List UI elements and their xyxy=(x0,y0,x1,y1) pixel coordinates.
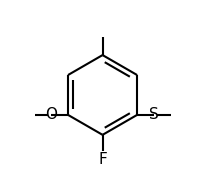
Text: S: S xyxy=(149,107,159,122)
Text: O: O xyxy=(45,107,57,122)
Text: F: F xyxy=(98,152,107,167)
